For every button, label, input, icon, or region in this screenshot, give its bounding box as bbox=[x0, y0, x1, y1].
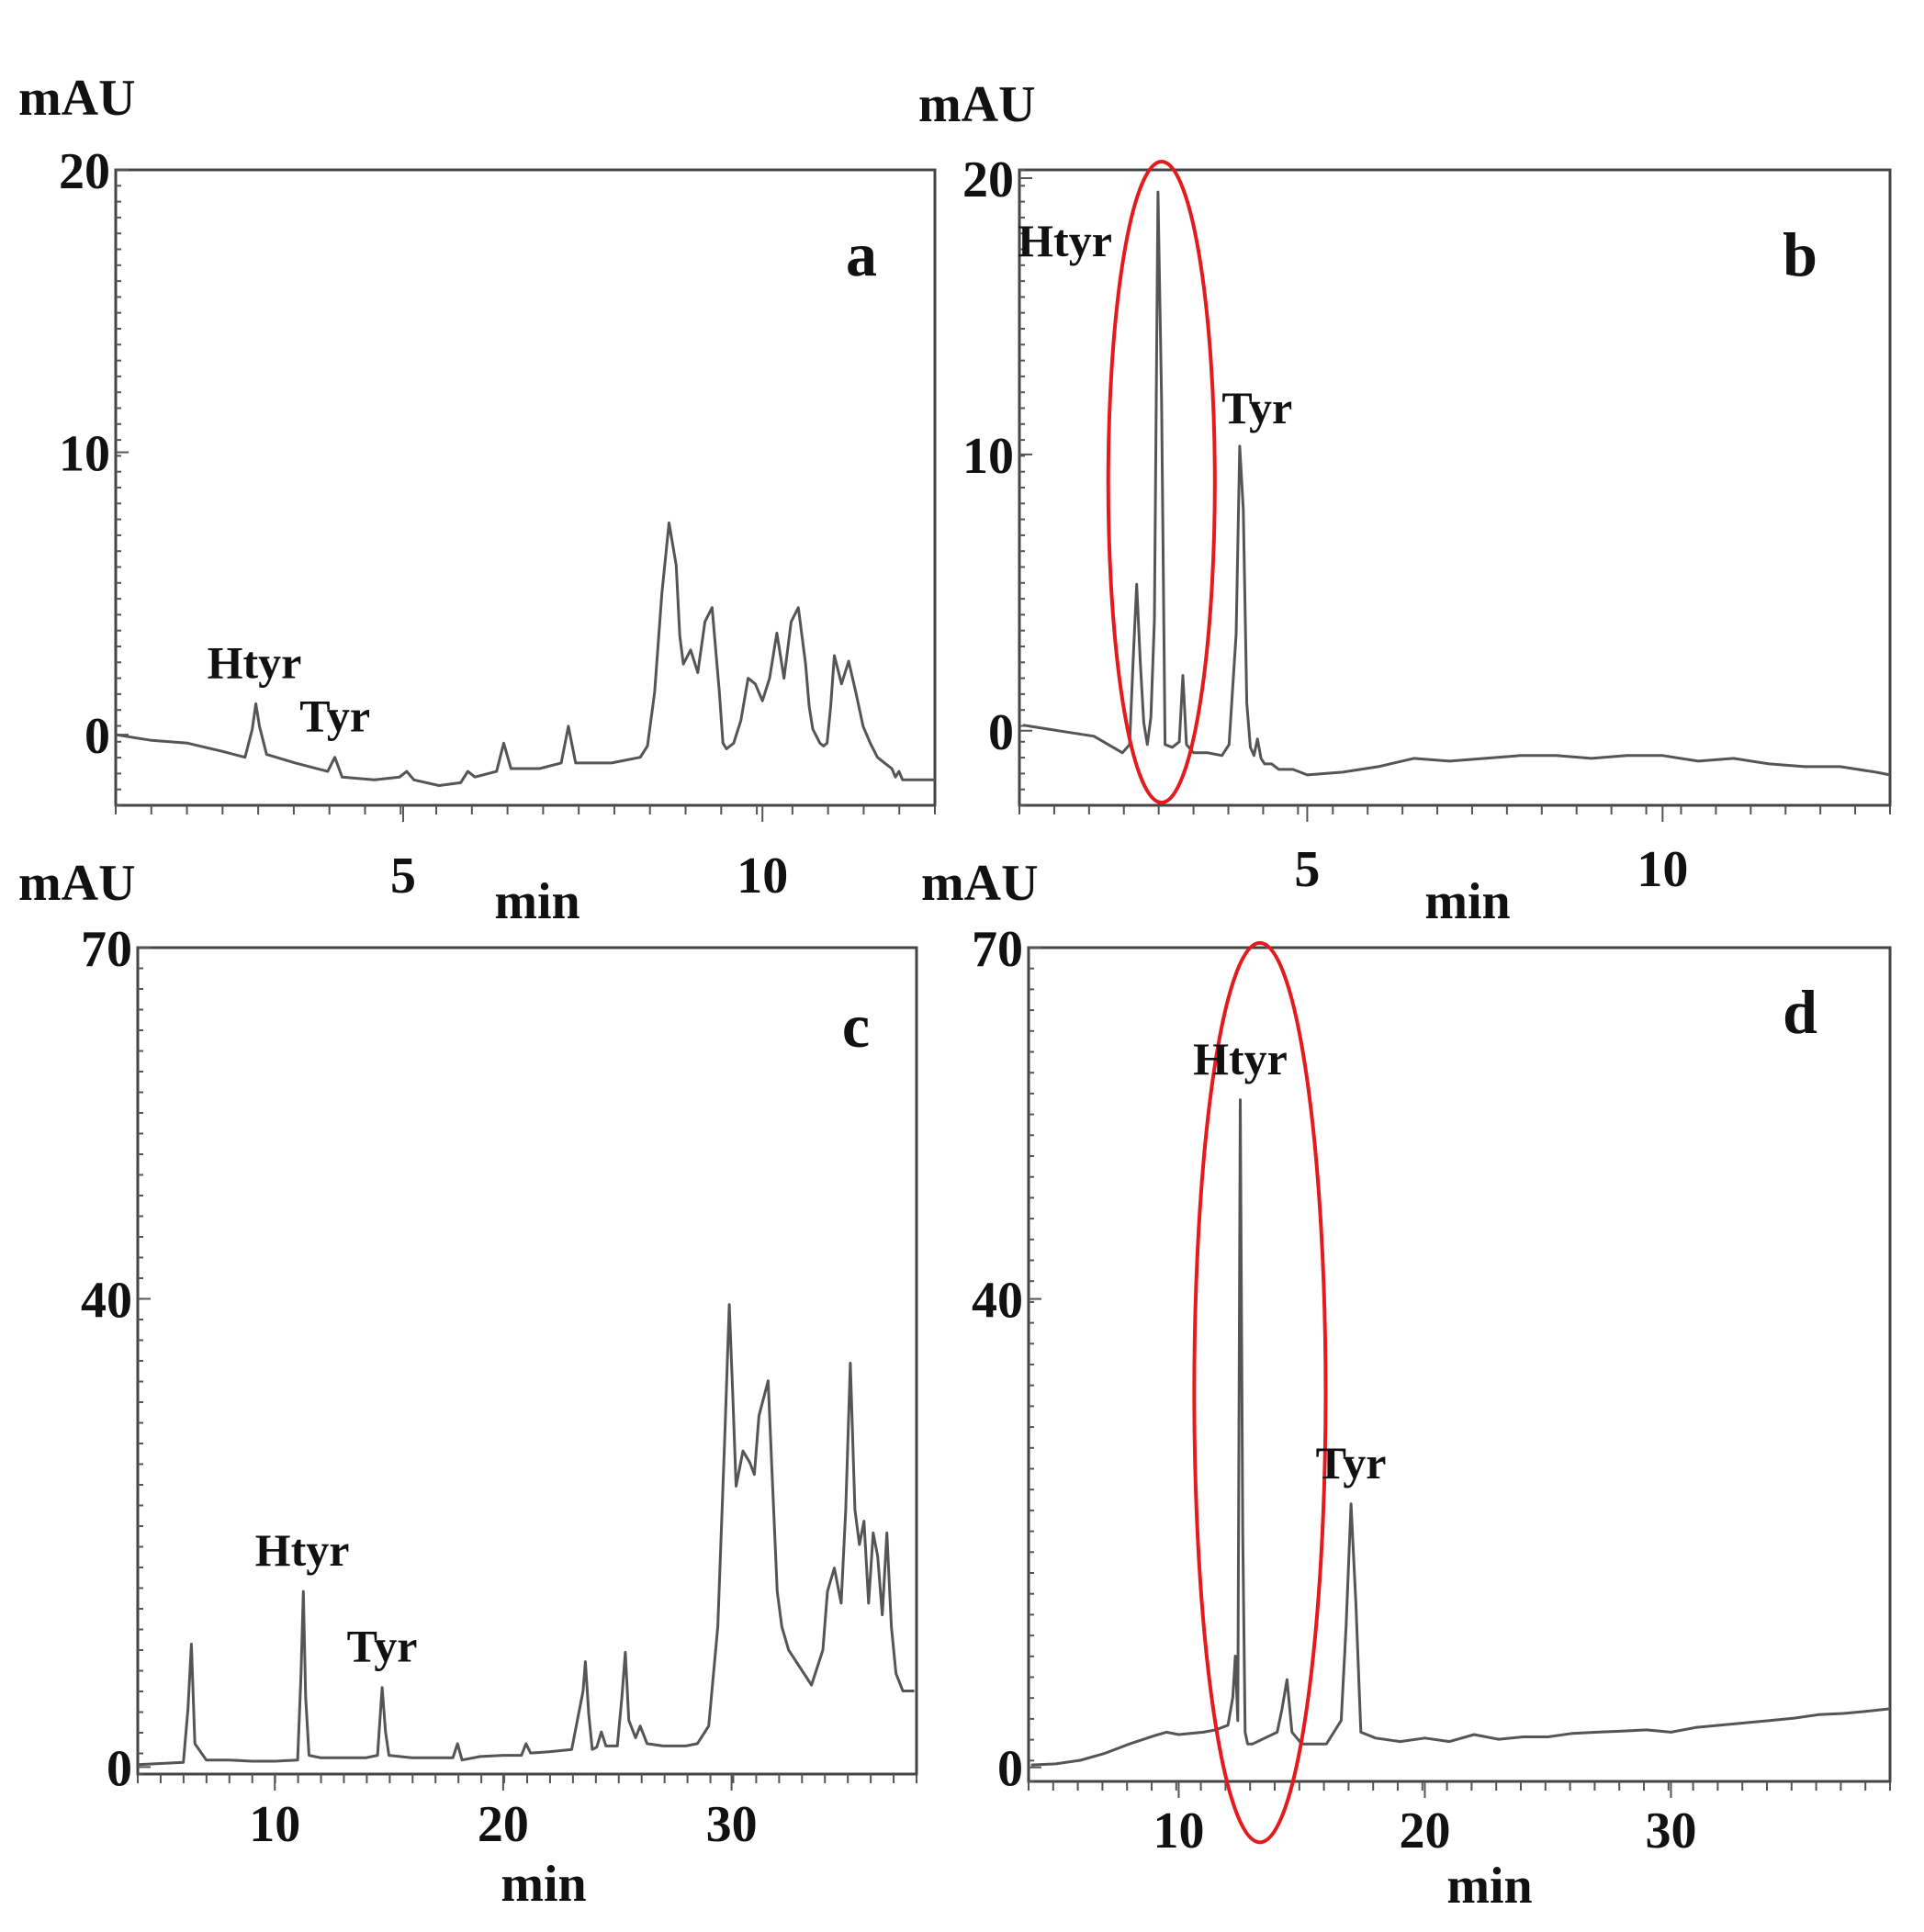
y-axis-label: mAU bbox=[18, 70, 136, 127]
panel-letter: d bbox=[1783, 977, 1817, 1047]
x-axis-label: min bbox=[1446, 1858, 1532, 1915]
x-tick-label: 20 bbox=[478, 1796, 529, 1853]
x-tick-label: 10 bbox=[1153, 1803, 1204, 1859]
chromatogram-trace bbox=[1030, 1098, 1891, 1767]
x-tick-label: 10 bbox=[737, 848, 788, 904]
y-tick-label: 0 bbox=[988, 704, 1014, 761]
chromatogram-trace bbox=[115, 521, 935, 787]
highlight-ellipse bbox=[1106, 159, 1217, 804]
y-tick-label: 20 bbox=[962, 152, 1014, 208]
plot-frame bbox=[136, 946, 918, 1776]
y-tick-label: 70 bbox=[972, 921, 1023, 978]
panel-c: 0 40 70 10 20 30 mAU min c Htyr Tyr bbox=[18, 855, 918, 1913]
peak-label: Tyr bbox=[347, 1621, 418, 1672]
plot-frame bbox=[1027, 946, 1892, 1783]
y-tick-label: 40 bbox=[972, 1273, 1023, 1330]
panel-d: 0 40 70 10 20 30 mAU min d Htyr Tyr bbox=[921, 855, 1892, 1915]
x-tick-label: 30 bbox=[706, 1796, 758, 1853]
x-tick-label: 30 bbox=[1645, 1803, 1696, 1859]
y-axis-label: mAU bbox=[918, 76, 1036, 133]
y-tick-label: 10 bbox=[962, 428, 1014, 485]
peak-label: Tyr bbox=[1221, 382, 1292, 433]
chromatogram-trace bbox=[137, 1303, 915, 1767]
panel-letter: b bbox=[1783, 219, 1817, 289]
panel-letter: a bbox=[846, 219, 877, 289]
y-tick-label: 40 bbox=[81, 1272, 132, 1329]
x-tick-label: 5 bbox=[390, 848, 416, 904]
y-tick-label: 10 bbox=[59, 426, 110, 483]
x-axis-label: min bbox=[494, 873, 579, 930]
peak-label: Tyr bbox=[1316, 1437, 1387, 1488]
y-tick-label: 20 bbox=[59, 143, 110, 200]
plot-frame bbox=[114, 168, 937, 807]
peak-label: Tyr bbox=[299, 691, 370, 742]
peak-label: Htyr bbox=[1193, 1033, 1288, 1084]
y-axis-label: mAU bbox=[921, 855, 1039, 912]
chromatogram-trace bbox=[1022, 190, 1891, 777]
highlight-ellipse bbox=[1192, 940, 1328, 1845]
y-axis-label: mAU bbox=[18, 855, 136, 912]
x-axis-label: min bbox=[1424, 873, 1510, 930]
y-tick-label: 0 bbox=[84, 708, 110, 765]
y-tick-label: 70 bbox=[81, 921, 132, 978]
x-tick-label: 10 bbox=[249, 1796, 300, 1853]
x-tick-label: 10 bbox=[1637, 841, 1688, 898]
panel-b: 0 10 20 5 10 mAU min b Htyr Tyr bbox=[918, 76, 1892, 930]
peak-label: Htyr bbox=[1018, 215, 1112, 266]
y-tick-label: 0 bbox=[997, 1741, 1023, 1798]
x-tick-label: 20 bbox=[1399, 1803, 1450, 1859]
y-tick-label: 0 bbox=[107, 1740, 132, 1797]
panel-letter: c bbox=[842, 991, 870, 1061]
peak-label: Htyr bbox=[208, 636, 302, 688]
x-axis-label: min bbox=[501, 1856, 586, 1913]
peak-label: Htyr bbox=[255, 1524, 350, 1576]
x-tick-label: 5 bbox=[1294, 841, 1320, 898]
